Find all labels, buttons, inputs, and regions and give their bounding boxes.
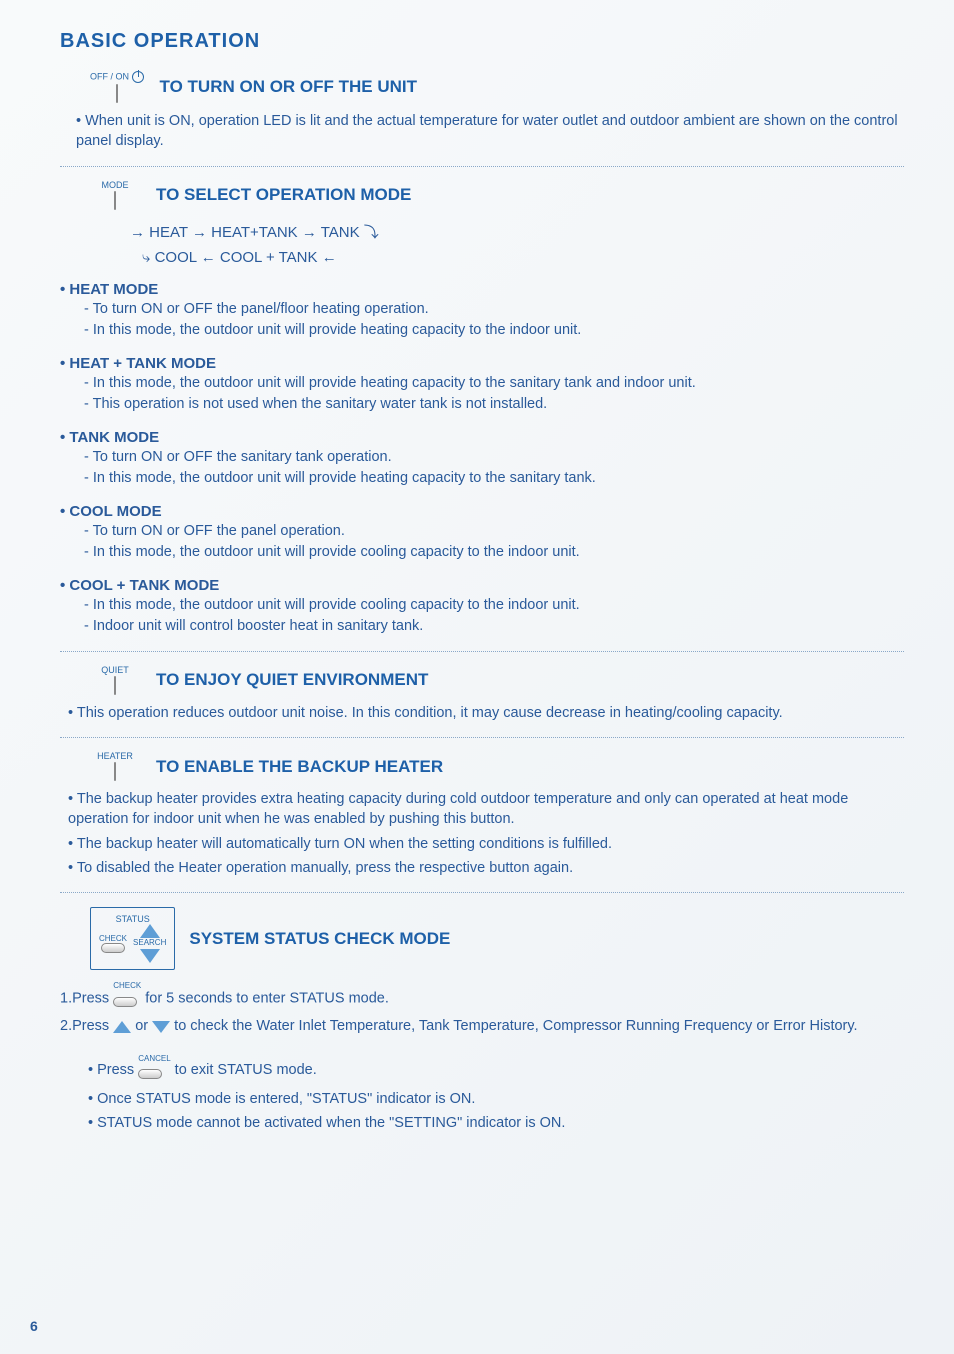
mode-line: To turn ON or OFF the panel/floor heatin…: [60, 299, 904, 320]
mode-line: In this mode, the outdoor unit will prov…: [60, 468, 904, 489]
quiet-button-icon: QUIET: [90, 666, 140, 695]
status-top-label: STATUS: [99, 914, 166, 924]
divider: [60, 651, 904, 652]
mode-line: In this mode, the outdoor unit will prov…: [60, 373, 904, 394]
button-shape-icon: [101, 943, 125, 953]
mode-line: In this mode, the outdoor unit will prov…: [60, 595, 904, 616]
power-icon: [132, 71, 144, 83]
mode-line: Indoor unit will control booster heat in…: [60, 616, 904, 637]
section-heater-header: HEATER TO ENABLE THE BACKUP HEATER: [90, 752, 904, 781]
divider: [60, 166, 904, 167]
section-heading-onoff: TO TURN ON OR OFF THE UNIT: [160, 77, 418, 97]
mode-line: In this mode, the outdoor unit will prov…: [60, 320, 904, 341]
mode-title: TANK MODE: [60, 429, 159, 446]
section-onoff-header: OFF / ON TO TURN ON OR OFF THE UNIT: [90, 71, 904, 103]
heater-bullet: To disabled the Heater operation manuall…: [60, 858, 904, 878]
status-step-2: 2.Press or to check the Water Inlet Temp…: [60, 1015, 904, 1038]
off-on-button-icon: OFF / ON: [90, 71, 144, 103]
mode-line: To turn ON or OFF the panel operation.: [60, 521, 904, 542]
quiet-bullet: This operation reduces outdoor unit nois…: [60, 703, 904, 723]
divider: [60, 737, 904, 738]
cycle-row2: ⤷ COOL ← COOL + TANK ←: [130, 245, 904, 271]
heater-button-icon: HEATER: [90, 752, 140, 781]
mode-line: To turn ON or OFF the sanitary tank oper…: [60, 447, 904, 468]
page-title: BASIC OPERATION: [60, 30, 904, 53]
up-arrow-icon: [113, 1021, 131, 1033]
mode-heat-tank: HEAT + TANK MODE In this mode, the outdo…: [60, 355, 904, 415]
status-note: Once STATUS mode is entered, "STATUS" in…: [80, 1089, 904, 1109]
quiet-label: QUIET: [90, 666, 140, 675]
mode-button-icon: MODE: [90, 181, 140, 210]
mode-line: This operation is not used when the sani…: [60, 394, 904, 415]
mode-title: COOL MODE: [60, 503, 162, 520]
button-shape-icon: [114, 676, 116, 695]
status-step-1: 1.Press CHECK for 5 seconds to enter STA…: [60, 982, 904, 1015]
mode-label: MODE: [90, 181, 140, 190]
section-quiet-header: QUIET TO ENJOY QUIET ENVIRONMENT: [90, 666, 904, 695]
status-button-cluster: STATUS CHECK SEARCH: [90, 907, 175, 970]
section-mode-header: MODE TO SELECT OPERATION MODE: [90, 181, 904, 210]
button-shape-icon: [114, 191, 116, 210]
down-arrow-icon: [152, 1021, 170, 1033]
heater-label: HEATER: [90, 752, 140, 761]
off-on-label: OFF / ON: [90, 71, 144, 83]
cancel-inline-button-icon: CANCEL: [138, 1055, 170, 1085]
section-heading-mode: TO SELECT OPERATION MODE: [156, 185, 411, 205]
heater-bullet: The backup heater will automatically tur…: [60, 834, 904, 854]
status-note: STATUS mode cannot be activated when the…: [80, 1113, 904, 1133]
section-heading-quiet: TO ENJOY QUIET ENVIRONMENT: [156, 670, 428, 690]
down-arrow-icon: [140, 949, 160, 963]
check-inline-button-icon: CHECK: [113, 982, 141, 1015]
button-shape-icon: [114, 762, 116, 781]
section-heading-status: SYSTEM STATUS CHECK MODE: [189, 929, 450, 949]
page-number: 6: [30, 1318, 38, 1334]
onoff-bullet: When unit is ON, operation LED is lit an…: [68, 111, 904, 152]
section-heading-heater: TO ENABLE THE BACKUP HEATER: [156, 757, 443, 777]
mode-line: In this mode, the outdoor unit will prov…: [60, 542, 904, 563]
mode-cool-tank: COOL + TANK MODE In this mode, the outdo…: [60, 577, 904, 637]
mode-cycle-diagram: → HEAT → HEAT+TANK → TANK ⤵ ⤷ COOL ← COO…: [130, 220, 904, 271]
mode-heat: HEAT MODE To turn ON or OFF the panel/fl…: [60, 281, 904, 341]
mode-title: HEAT MODE: [60, 281, 158, 298]
search-label: SEARCH: [133, 938, 166, 947]
check-label: CHECK: [99, 934, 127, 943]
mode-title: COOL + TANK MODE: [60, 577, 219, 594]
heater-bullet: The backup heater provides extra heating…: [60, 789, 904, 830]
mode-title: HEAT + TANK MODE: [60, 355, 216, 372]
divider: [60, 892, 904, 893]
button-shape-icon: [116, 84, 118, 103]
cycle-row1: → HEAT → HEAT+TANK → TANK ⤵: [130, 220, 904, 246]
status-note: Press CANCEL to exit STATUS mode.: [80, 1055, 904, 1085]
mode-tank: TANK MODE To turn ON or OFF the sanitary…: [60, 429, 904, 489]
mode-cool: COOL MODE To turn ON or OFF the panel op…: [60, 503, 904, 563]
up-arrow-icon: [140, 924, 160, 938]
